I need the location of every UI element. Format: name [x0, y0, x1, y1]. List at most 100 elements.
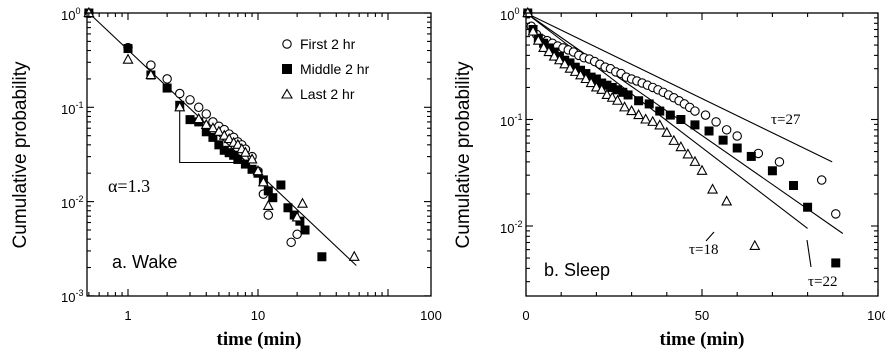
panel-a-point-first	[201, 109, 212, 119]
legend-marker-first	[282, 39, 292, 49]
panel-b-point-last	[606, 91, 618, 102]
panel-a-point-first	[193, 102, 204, 113]
panel-b-point-middle	[704, 126, 714, 136]
panel-b-point-last	[601, 88, 613, 100]
panel-b-point-last	[543, 45, 555, 57]
legend-label-middle: Middle 2 hr	[300, 61, 370, 77]
y-tick-label-1e0: 100	[500, 6, 519, 23]
panel-a-point-last	[239, 146, 251, 157]
panel-b-point-middle	[831, 258, 841, 268]
panel-b-point-last	[633, 108, 645, 120]
panel-b-point-last	[569, 65, 581, 76]
panel-a-point-last	[174, 101, 186, 112]
panel-a-x-axis-label: time (min)	[217, 329, 302, 350]
y-tick-label-1e-2: 10-2	[61, 194, 83, 211]
panel-a-point-last	[218, 129, 230, 140]
panel-b-point-last	[682, 148, 694, 159]
panel-b-series-last	[522, 6, 761, 250]
panel-b-point-first	[774, 157, 785, 167]
panel-a-point-last	[207, 122, 219, 133]
panel-b-point-last	[527, 25, 539, 36]
panel-b-point-last	[675, 140, 687, 152]
panel-b-point-middle	[644, 99, 654, 109]
panel-a-point-first	[174, 88, 185, 99]
panel-a-point-last	[348, 250, 360, 261]
panel-b-point-last	[611, 94, 624, 105]
panel-a-point-first	[263, 210, 274, 220]
panel-a-point-last	[145, 68, 157, 80]
panel-b-data-markers	[522, 6, 841, 268]
panel-b-point-middle	[634, 96, 644, 106]
panel-b-point-last	[654, 119, 666, 130]
panel-b-point-last	[548, 50, 560, 61]
y-tick-label-1e-1: 10-1	[61, 100, 83, 117]
tau-22-pointer	[806, 239, 812, 268]
x-tick-label-1: 1	[124, 308, 131, 323]
panel-b-point-last	[553, 54, 565, 65]
panel-a-point-middle	[208, 132, 218, 142]
x-tick-label-10: 10	[251, 308, 265, 323]
panel-a-point-last	[252, 165, 264, 176]
panel-b-point-last	[559, 58, 571, 69]
x-tick-label-100: 100	[420, 308, 442, 323]
panel-a-point-last	[122, 53, 134, 64]
panel-b-point-last	[721, 195, 733, 206]
panel-b-label: b. Sleep	[544, 260, 610, 280]
panel-a-point-first	[292, 229, 302, 240]
panel-a-point-middle	[240, 159, 250, 169]
panel-b-point-last	[647, 115, 659, 126]
panel-b-point-last	[564, 62, 576, 73]
panel-b-x-axis-label: time (min)	[660, 329, 745, 350]
panel-a-ticks	[87, 12, 431, 297]
panel-b-point-middle	[655, 106, 665, 116]
panel-b-fit-line-0	[525, 12, 833, 163]
tau-27-label: τ=27	[771, 112, 801, 128]
panel-b-point-last	[640, 113, 652, 124]
panel-b-point-last	[590, 81, 602, 92]
panel-b-point-last	[707, 183, 719, 194]
panel-a-point-first	[146, 60, 156, 70]
panel-a-point-last	[262, 199, 274, 210]
panel-b-point-first	[690, 106, 700, 116]
panel-a-point-middle	[276, 180, 286, 190]
panel-a-wake: 1 10 100 10-3 10-2 10-1 100 time (min) C…	[10, 6, 442, 350]
panel-b-point-middle	[718, 135, 728, 145]
panel-a-series-first	[84, 8, 302, 248]
panel-b-point-last	[619, 101, 631, 112]
panel-b-point-first	[721, 125, 732, 135]
tau-22-label: τ=22	[808, 274, 838, 290]
panel-b-point-first	[732, 131, 742, 141]
y-tick-label-1e-2: 10-2	[500, 219, 522, 236]
panel-a-fit-line-1	[179, 105, 242, 164]
panel-b-point-middle	[665, 110, 675, 120]
panel-a-point-last	[213, 125, 225, 136]
panel-a-point-last	[193, 112, 205, 124]
legend-marker-last	[281, 88, 293, 99]
panel-a-point-first	[286, 237, 296, 248]
panel-a-point-last	[223, 132, 235, 144]
panel-a-y-axis-label: Cumulative probability	[10, 61, 31, 248]
panel-b-point-first	[711, 117, 721, 127]
panel-b-point-middle	[732, 143, 742, 153]
panel-b-point-last	[668, 134, 680, 145]
panel-b-point-last	[532, 34, 544, 45]
panel-a-point-first	[185, 95, 195, 105]
panel-a-point-middle	[268, 193, 278, 203]
panel-a-point-middle	[185, 115, 195, 125]
panel-b-point-middle	[623, 90, 633, 100]
panel-b-point-middle	[690, 120, 700, 130]
panel-b-point-middle	[676, 115, 686, 124]
panel-a-point-middle	[162, 83, 172, 93]
panel-b-point-first	[831, 209, 841, 219]
panel-a-series-last	[83, 6, 360, 261]
x-tick-label-0: 0	[522, 308, 529, 323]
panel-a-point-first	[162, 74, 172, 84]
legend-label-first: First 2 hr	[300, 36, 356, 52]
panel-a-point-last	[200, 118, 212, 129]
legend: First 2 hr Middle 2 hr Last 2 hr	[281, 36, 370, 102]
alpha-annotation: α=1.3	[108, 176, 150, 196]
panel-a-frame	[86, 12, 432, 297]
tau-18-pointer	[705, 231, 715, 242]
panel-a-point-middle	[300, 225, 310, 235]
